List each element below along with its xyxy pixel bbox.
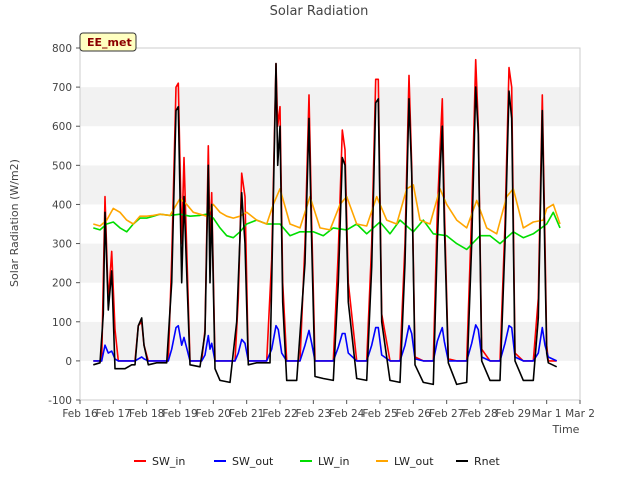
legend-label: Rnet <box>474 455 500 468</box>
chart-title: Solar Radiation <box>270 4 369 19</box>
y-tick-label: 100 <box>52 317 72 329</box>
x-tick-label: Feb 17 <box>96 408 131 420</box>
legend-item: LW_out <box>376 455 434 468</box>
x-tick-label: Feb 29 <box>496 408 531 420</box>
x-tick-label: Feb 18 <box>129 408 164 420</box>
grid-band <box>80 126 580 166</box>
series-lines <box>93 58 561 386</box>
x-tick-label: Feb 16 <box>62 408 98 420</box>
grid-band <box>80 282 580 322</box>
y-axis: -100 0 100 200 300 400 500 600 700 800 <box>48 43 80 407</box>
station-badge: EE_met <box>79 32 137 52</box>
y-tick-label: -100 <box>48 395 72 407</box>
y-tick-label: 500 <box>52 160 72 172</box>
grid-band <box>80 87 580 127</box>
grid-band <box>80 165 580 205</box>
y-tick-label: 200 <box>52 278 72 290</box>
legend-item: SW_in <box>134 455 185 468</box>
legend-label: SW_out <box>232 455 274 468</box>
y-tick-label: 400 <box>52 199 72 211</box>
x-tick-label: Feb 19 <box>162 408 197 420</box>
x-axis-title: Time <box>552 423 580 436</box>
x-tick-label: Feb 27 <box>429 408 464 420</box>
x-tick-label: Feb 24 <box>329 408 365 420</box>
y-tick-label: 800 <box>52 43 72 55</box>
grid-band <box>80 243 580 283</box>
station-badge-box <box>79 32 137 52</box>
x-tick-label: Feb 25 <box>362 408 397 420</box>
y-axis-title: Solar Radiation (W/m2) <box>8 159 21 287</box>
legend: SW_in SW_out LW_in LW_out Rnet <box>134 455 500 468</box>
grid-band <box>80 204 580 244</box>
x-tick-label: Feb 28 <box>462 408 497 420</box>
y-tick-label: 700 <box>52 82 72 94</box>
series-line-lw-out <box>93 184 561 235</box>
station-badge-label: EE_met <box>87 36 132 49</box>
x-tick-label: Feb 21 <box>229 408 264 420</box>
x-tick-label: Mar 1 <box>532 408 562 420</box>
x-tick-label: Feb 23 <box>296 408 331 420</box>
grid-bands <box>80 48 580 400</box>
y-tick-label: 300 <box>52 239 72 251</box>
legend-label: LW_out <box>394 455 434 468</box>
legend-label: LW_in <box>318 455 350 468</box>
series-line-lw-in <box>93 211 561 251</box>
legend-label: SW_in <box>152 455 185 468</box>
grid-band <box>80 321 580 361</box>
y-tick-label: 600 <box>52 121 72 133</box>
series-line-rnet <box>93 62 558 386</box>
y-tick-label: 0 <box>65 356 72 368</box>
plot-frame <box>79 47 581 401</box>
legend-item: LW_in <box>300 455 350 468</box>
legend-item: SW_out <box>214 455 274 468</box>
x-tick-label: Feb 26 <box>396 408 432 420</box>
x-tick-label: Feb 20 <box>196 408 231 420</box>
legend-item: Rnet <box>456 455 500 468</box>
grid-band <box>80 48 580 88</box>
x-tick-label: Feb 22 <box>262 408 297 420</box>
x-tick-label: Mar 2 <box>565 408 595 420</box>
